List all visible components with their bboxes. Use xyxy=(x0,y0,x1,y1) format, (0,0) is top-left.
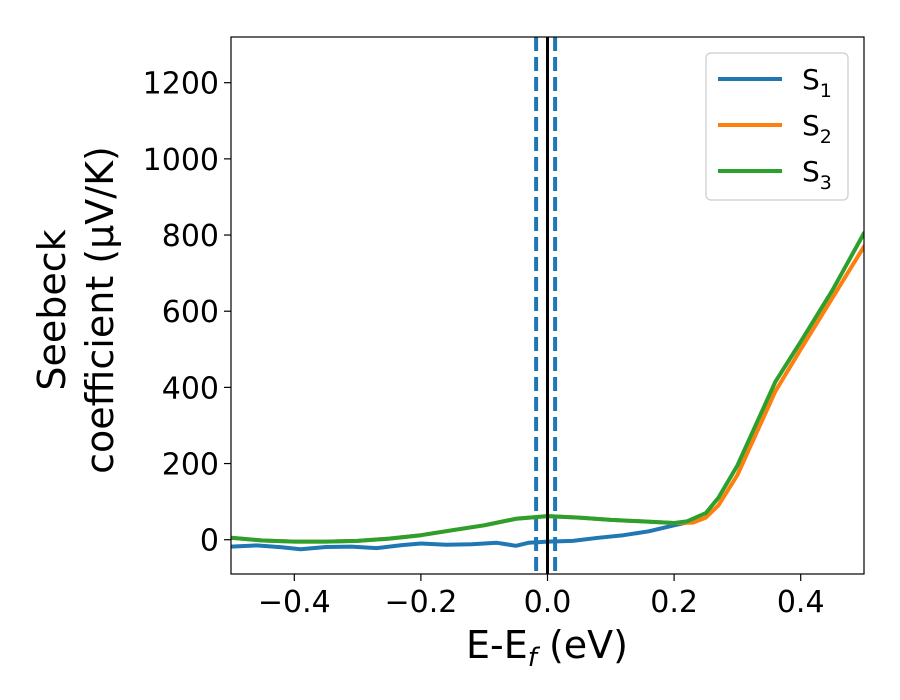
y-tick-label: 400 xyxy=(162,371,219,406)
x-tick-label: −0.4 xyxy=(258,585,331,620)
y-axis-title-line2: coefficient (μV/K) xyxy=(78,146,122,474)
y-axis-title: Seebeck coefficient (μV/K) xyxy=(30,146,122,474)
y-tick-label: 1200 xyxy=(143,67,219,102)
series-lines xyxy=(231,37,864,574)
x-axis: −0.4 −0.2 0.0 0.2 0.4 xyxy=(258,574,825,620)
series-line-1 xyxy=(231,520,689,552)
legend-label: S3 xyxy=(802,155,832,194)
series-line-3 xyxy=(231,231,864,544)
x-tick-label: 0.0 xyxy=(524,585,572,620)
legend: S1 S2 S3 xyxy=(705,52,849,201)
x-tick-label: 0.2 xyxy=(650,585,698,620)
y-tick-label: 600 xyxy=(162,295,219,330)
y-axis: 0 200 400 600 800 1000 1200 xyxy=(143,67,231,559)
y-tick-label: 800 xyxy=(162,219,219,254)
y-tick-label: 200 xyxy=(162,448,219,483)
x-tick-label: 0.4 xyxy=(777,585,825,620)
y-axis-title-line1: Seebeck xyxy=(30,229,74,390)
y-tick-label: 0 xyxy=(200,524,219,559)
legend-label: S2 xyxy=(802,109,832,148)
x-tick-label: −0.2 xyxy=(384,585,457,620)
y-tick-label: 1000 xyxy=(143,143,219,178)
legend-label: S1 xyxy=(802,63,832,102)
x-axis-title: E-Ef (eV) xyxy=(466,623,628,673)
reference-lines xyxy=(534,37,558,574)
